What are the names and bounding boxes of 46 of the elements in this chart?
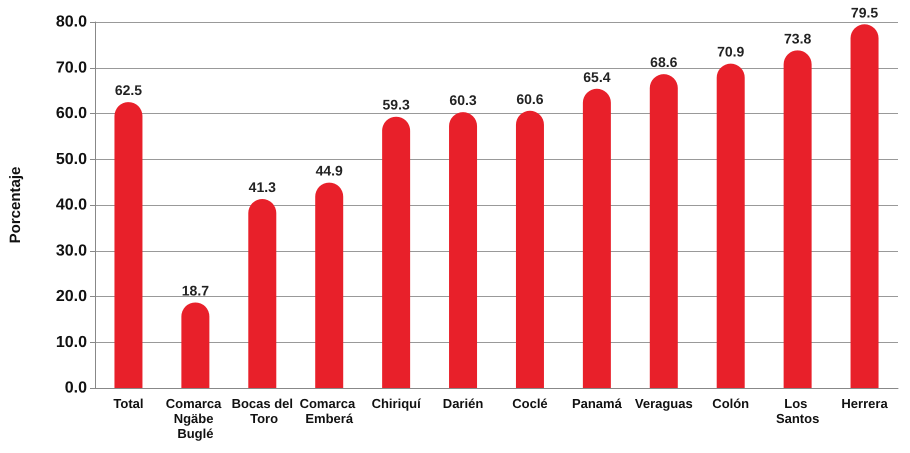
y-tick-label: 70.0 <box>56 59 88 76</box>
x-tick-label: Comarca Emberá <box>300 396 359 426</box>
y-tick-label: 20.0 <box>56 288 88 305</box>
data-label: 79.5 <box>850 4 878 20</box>
x-tick-label: Total <box>113 396 144 411</box>
y-tick-label: 0.0 <box>64 380 88 396</box>
x-tick-label: Darién <box>442 396 484 411</box>
x-tick-label: Comarca Ngäbe Buglé <box>166 396 225 441</box>
bar <box>315 182 344 388</box>
bar <box>114 102 142 388</box>
y-tick-label: 30.0 <box>56 242 88 260</box>
y-tick-label: 10.0 <box>56 334 88 351</box>
y-axis-title: Porcentaje <box>7 166 24 244</box>
bar <box>449 112 478 388</box>
x-tick-label: Colón <box>712 396 750 411</box>
x-tick-label: Los Santos <box>776 396 820 426</box>
bar <box>516 110 544 388</box>
data-label: 60.3 <box>449 92 477 108</box>
data-label: 62.5 <box>114 82 142 98</box>
bar <box>582 88 611 388</box>
data-label: 59.3 <box>382 96 410 113</box>
data-label: 70.9 <box>717 44 745 60</box>
x-tick-label: Bocas del Toro <box>232 396 294 426</box>
bar <box>181 302 210 388</box>
bar <box>784 50 812 388</box>
bar <box>248 199 276 388</box>
data-label: 65.4 <box>583 68 611 85</box>
y-tick-label: 60.0 <box>56 105 88 122</box>
x-tick-label: Coclé <box>512 396 548 411</box>
x-tick-label: Chiriquí <box>372 396 422 411</box>
data-label: 44.9 <box>316 162 344 179</box>
x-tick-label: Veraguas <box>634 396 693 411</box>
y-tick-label: 40.0 <box>56 196 88 214</box>
data-label: 60.6 <box>516 90 544 107</box>
bar <box>716 64 745 388</box>
data-label: 41.3 <box>248 179 276 196</box>
x-tick-label: Panamá <box>572 396 623 411</box>
y-tick-label: 50.0 <box>56 150 88 168</box>
data-label: 73.8 <box>784 30 812 46</box>
y-tick-label: 80.0 <box>56 14 88 30</box>
data-label: 18.7 <box>182 282 210 298</box>
data-label: 68.6 <box>650 54 678 70</box>
bar <box>650 74 678 388</box>
bar <box>850 24 879 388</box>
bar <box>382 116 410 388</box>
x-tick-label: Herrera <box>841 396 888 411</box>
